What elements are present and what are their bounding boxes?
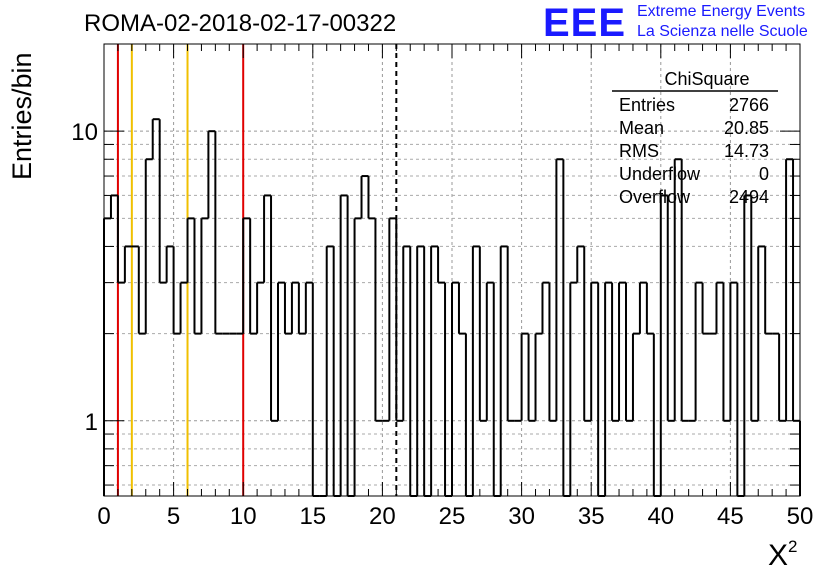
stats-row-value: 14.73 [724,141,769,161]
y-tick-label: 1 [85,409,98,436]
histogram-series [103,118,801,497]
x-tick-label: 30 [508,503,535,530]
logo-subtitle-line2: La Scienza nelle Scuole [637,23,808,40]
chart-title: ROMA-02-2018-02-17-00322 [84,10,397,37]
x-tick-label: 10 [230,503,257,530]
x-tick-label: 20 [369,503,396,530]
x-tick-label: 25 [439,503,466,530]
stats-row-label: RMS [619,141,659,161]
stats-row-label: Underflow [619,164,701,184]
x-tick-label: 15 [299,503,326,530]
x-tick-label: 5 [167,503,180,530]
x-tick-label: 35 [578,503,605,530]
y-axis-label: Entries/bin [7,52,37,180]
stats-row-value: 2766 [729,95,769,115]
x-tick-label: 45 [717,503,744,530]
logo-subtitle-line1: Extreme Energy Events [637,3,806,20]
stats-row-label: Overflow [619,187,691,207]
x-tick-label: 40 [647,503,674,530]
y-tick-label: 10 [71,119,98,146]
stats-row-label: Mean [619,118,664,138]
x-tick-label: 0 [97,503,110,530]
axes: 0 5 10 15 20 25 30 35 40 45 50 1 10 [71,43,814,530]
stats-row-value: 20.85 [724,118,769,138]
eee-logo: EEE [543,1,627,45]
stats-row-value: 0 [759,164,769,184]
stats-row-value: 2494 [729,187,769,207]
stats-box-title: ChiSquare [664,69,749,89]
stats-box: ChiSquare Entries 2766 Mean 20.85 RMS 14.73 Und… [612,69,778,207]
stats-row-label: Entries [619,95,675,115]
x-tick-label: 50 [787,503,814,530]
x-axis-label: X2 [768,537,797,572]
